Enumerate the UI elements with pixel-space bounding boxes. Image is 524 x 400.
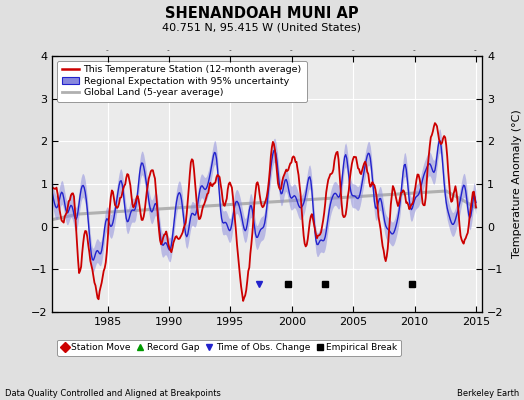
Y-axis label: Temperature Anomaly (°C): Temperature Anomaly (°C) bbox=[512, 110, 522, 258]
Text: 40.751 N, 95.415 W (United States): 40.751 N, 95.415 W (United States) bbox=[162, 22, 362, 32]
Text: SHENANDOAH MUNI AP: SHENANDOAH MUNI AP bbox=[165, 6, 359, 21]
Text: Data Quality Controlled and Aligned at Breakpoints: Data Quality Controlled and Aligned at B… bbox=[5, 389, 221, 398]
Legend: Station Move, Record Gap, Time of Obs. Change, Empirical Break: Station Move, Record Gap, Time of Obs. C… bbox=[57, 340, 401, 356]
Text: Berkeley Earth: Berkeley Earth bbox=[456, 389, 519, 398]
